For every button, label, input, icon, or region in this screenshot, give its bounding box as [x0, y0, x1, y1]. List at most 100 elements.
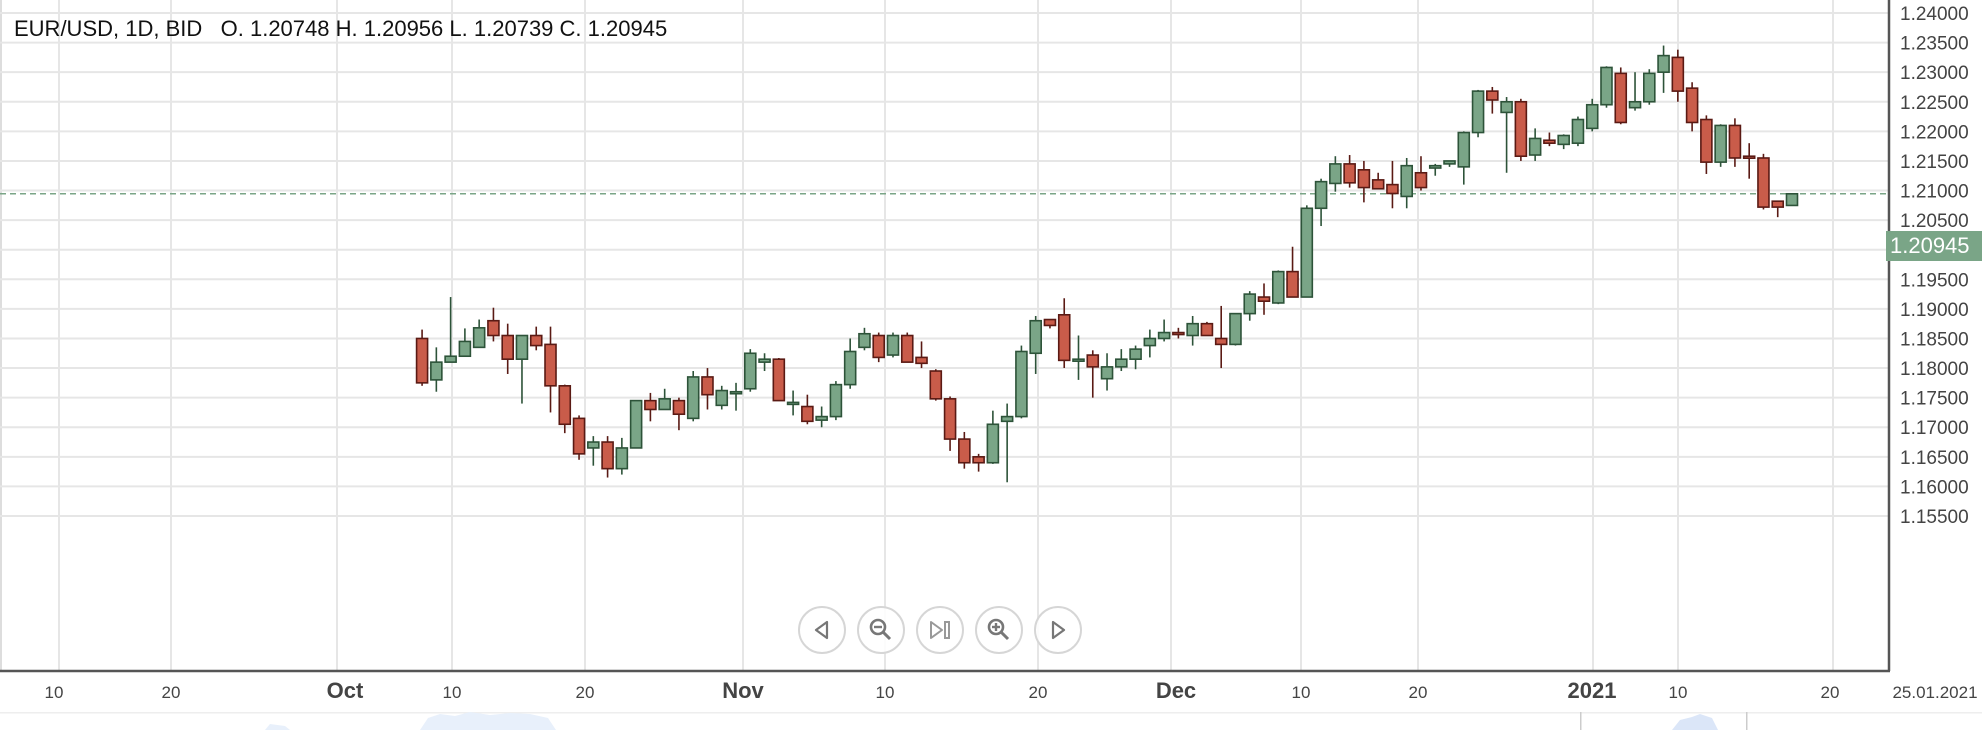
candle[interactable] — [758, 353, 771, 372]
candle[interactable] — [829, 381, 843, 421]
candle[interactable] — [915, 341, 928, 369]
candle[interactable] — [529, 326, 543, 351]
candle[interactable] — [1057, 298, 1071, 369]
candle[interactable] — [1571, 116, 1585, 147]
candle[interactable] — [1543, 132, 1556, 147]
candle[interactable] — [1357, 160, 1371, 203]
candle[interactable] — [601, 436, 614, 478]
candle[interactable] — [943, 396, 957, 451]
candle[interactable] — [986, 410, 1000, 464]
candle[interactable] — [1000, 403, 1014, 483]
candle[interactable] — [1657, 45, 1670, 93]
candle[interactable] — [415, 329, 429, 386]
candle[interactable] — [1585, 98, 1599, 132]
candle[interactable] — [1514, 98, 1528, 161]
candle[interactable] — [843, 338, 857, 389]
candle[interactable] — [1628, 72, 1642, 111]
candle[interactable] — [1271, 270, 1285, 305]
candle[interactable] — [1157, 319, 1171, 342]
candle[interactable] — [1343, 155, 1356, 188]
candle[interactable] — [772, 357, 786, 402]
candle[interactable] — [1486, 86, 1499, 114]
candle[interactable] — [786, 390, 800, 416]
candle[interactable] — [1500, 97, 1513, 173]
candle[interactable] — [1229, 312, 1242, 346]
candle[interactable] — [858, 327, 871, 351]
candle[interactable] — [1314, 178, 1328, 227]
candle[interactable] — [658, 388, 671, 411]
candle[interactable] — [1443, 160, 1456, 167]
candle[interactable] — [1614, 67, 1628, 125]
candle[interactable] — [487, 307, 500, 342]
candle[interactable] — [544, 326, 557, 413]
candle[interactable] — [1186, 315, 1199, 346]
candle[interactable] — [1300, 205, 1314, 298]
navigator-handle-left[interactable] — [1580, 712, 1582, 730]
candle[interactable] — [1029, 315, 1042, 374]
candle[interactable] — [1015, 345, 1028, 419]
candle[interactable] — [929, 369, 943, 401]
go-to-latest-button[interactable] — [916, 606, 964, 654]
candle[interactable] — [1643, 69, 1656, 105]
candle[interactable] — [558, 384, 572, 434]
candle[interactable] — [1671, 49, 1685, 102]
candle[interactable] — [1771, 200, 1785, 218]
candle[interactable] — [515, 334, 529, 404]
candle[interactable] — [615, 437, 629, 475]
candle[interactable] — [815, 406, 828, 428]
candle[interactable] — [1471, 89, 1485, 138]
candle[interactable] — [886, 332, 900, 358]
candle[interactable] — [501, 323, 515, 374]
candle[interactable] — [1100, 353, 1114, 391]
candle[interactable] — [872, 332, 886, 363]
candle[interactable] — [672, 397, 686, 431]
candle[interactable] — [1086, 350, 1100, 398]
candle[interactable] — [1728, 118, 1742, 167]
candle[interactable] — [572, 415, 586, 460]
scroll-right-button[interactable] — [1034, 606, 1082, 654]
zoom-out-button[interactable] — [857, 606, 905, 654]
candle[interactable] — [1200, 321, 1214, 337]
candle[interactable] — [1243, 291, 1257, 321]
candle[interactable] — [1785, 192, 1799, 207]
candle[interactable] — [1115, 349, 1128, 372]
candle[interactable] — [1414, 156, 1428, 191]
candle[interactable] — [1600, 66, 1613, 108]
candle[interactable] — [715, 385, 729, 410]
candle[interactable] — [1457, 131, 1471, 185]
navigator-handle-right[interactable] — [1746, 712, 1748, 730]
candle[interactable] — [1685, 82, 1699, 132]
candle[interactable] — [644, 392, 657, 422]
candle[interactable] — [1214, 305, 1228, 369]
candle[interactable] — [1129, 345, 1142, 370]
zoom-in-button[interactable] — [975, 606, 1023, 654]
candle[interactable] — [1257, 283, 1271, 315]
candle[interactable] — [686, 371, 700, 422]
candle[interactable] — [1700, 115, 1713, 174]
candle[interactable] — [1371, 172, 1385, 190]
candle[interactable] — [444, 297, 457, 363]
candle[interactable] — [900, 332, 914, 363]
candle[interactable] — [458, 328, 472, 358]
candle[interactable] — [587, 436, 600, 466]
navigator-strip[interactable] — [0, 712, 1982, 730]
candle[interactable] — [1143, 329, 1157, 358]
candle[interactable] — [1386, 160, 1399, 209]
candle[interactable] — [972, 453, 985, 472]
candle[interactable] — [801, 394, 814, 425]
candle[interactable] — [472, 319, 486, 349]
candle[interactable] — [1742, 143, 1756, 179]
scroll-left-button[interactable] — [798, 606, 846, 654]
candle[interactable] — [1172, 327, 1185, 339]
candle[interactable] — [1072, 335, 1085, 380]
candle[interactable] — [1043, 318, 1057, 329]
candle[interactable] — [1400, 157, 1414, 209]
candle[interactable] — [1286, 246, 1299, 298]
candle[interactable] — [1557, 134, 1570, 150]
candle[interactable] — [629, 399, 643, 449]
candle[interactable] — [958, 431, 971, 469]
candle[interactable] — [729, 382, 743, 411]
candle[interactable] — [1428, 163, 1442, 176]
candle[interactable] — [430, 347, 443, 392]
candle[interactable] — [1528, 128, 1542, 161]
